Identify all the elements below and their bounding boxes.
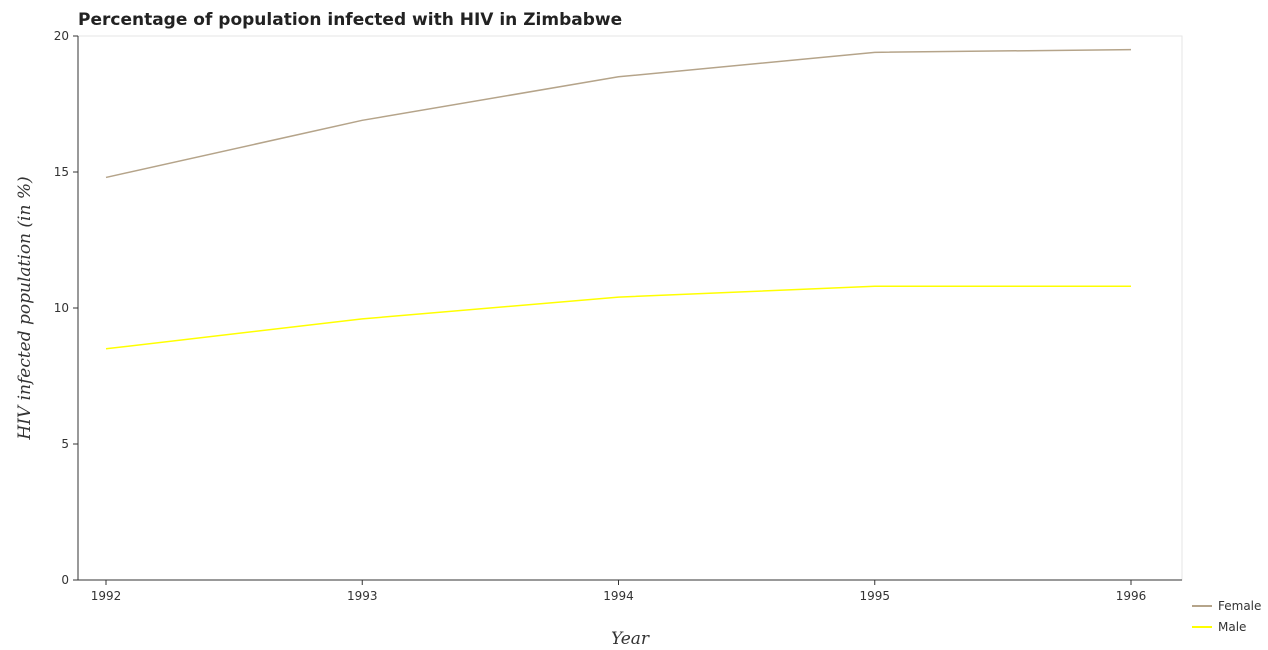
y-axis-ticks: 0 5 10 15 20 xyxy=(54,29,78,587)
legend: Female Male xyxy=(1192,599,1261,634)
series-line-female xyxy=(105,48,1132,179)
x-axis-label: Year xyxy=(611,629,650,649)
x-tick-label: 1992 xyxy=(91,589,122,603)
y-tick-label: 5 xyxy=(61,437,69,451)
plot-area xyxy=(77,35,1183,581)
series-line-male xyxy=(105,285,1131,350)
legend-label-male: Male xyxy=(1218,620,1246,634)
y-tick-label: 15 xyxy=(54,165,69,179)
legend-label-female: Female xyxy=(1218,599,1261,613)
x-axis-ticks: 1992 1993 1994 1995 1996 xyxy=(91,580,1147,603)
x-tick-label: 1996 xyxy=(1116,589,1147,603)
x-tick-label: 1995 xyxy=(859,589,890,603)
chart-title: Percentage of population infected with H… xyxy=(78,10,622,30)
x-tick-label: 1994 xyxy=(603,589,634,603)
y-tick-label: 10 xyxy=(54,301,69,315)
y-axis-label: HIV infected population (in %) xyxy=(15,176,35,440)
series-lines xyxy=(105,48,1132,350)
y-tick-label: 0 xyxy=(61,573,69,587)
x-tick-label: 1993 xyxy=(347,589,378,603)
y-tick-label: 20 xyxy=(54,29,69,43)
